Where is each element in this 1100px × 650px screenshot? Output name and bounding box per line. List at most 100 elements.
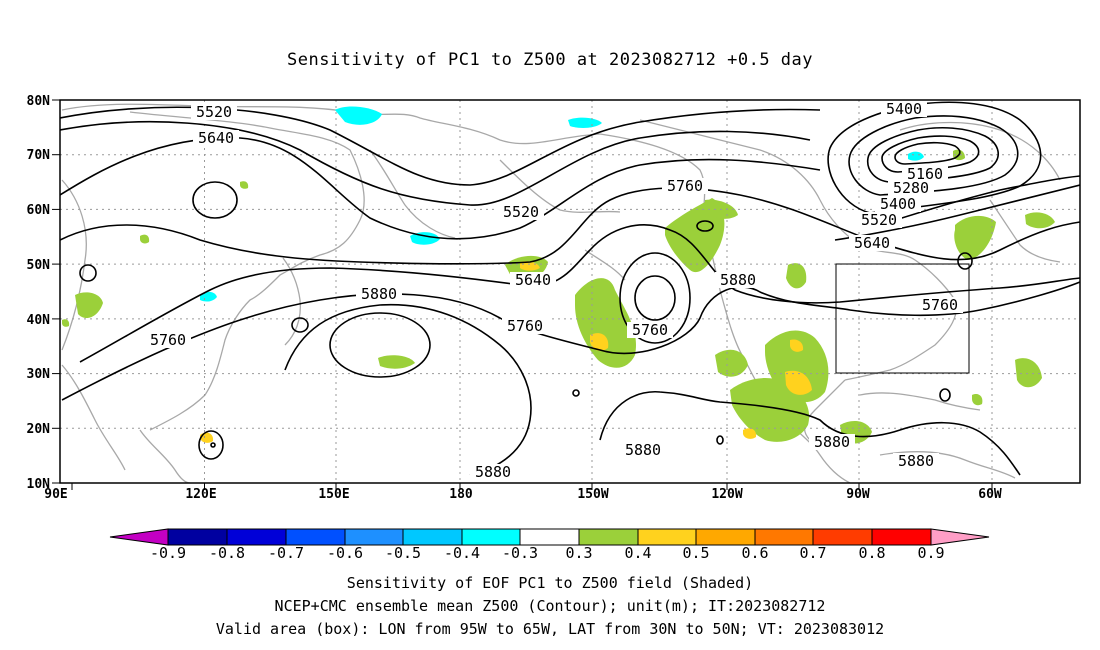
- colorbar-swatch: [226, 528, 287, 546]
- svg-text:5520: 5520: [196, 103, 232, 121]
- svg-text:5880: 5880: [475, 463, 511, 481]
- contour-label: 5640: [193, 129, 239, 147]
- colorbar-swatch: [578, 528, 639, 546]
- colorbar: [109, 528, 990, 546]
- lat-label: 60N: [27, 203, 51, 218]
- contour-label: 5760: [662, 177, 708, 195]
- colorbar-swatch: [344, 528, 404, 546]
- contour-label: 5880: [809, 433, 855, 451]
- colorbar-label: -0.4: [444, 544, 480, 562]
- z500-contours: [60, 101, 1080, 476]
- colorbar-swatch: [871, 528, 932, 546]
- contour-label: 5760: [917, 296, 963, 314]
- chart-title: Sensitivity of PC1 to Z500 at 2023082712…: [286, 50, 813, 70]
- lat-axis: 10N 20N 30N 40N 50N 60N 70N 80N: [27, 94, 60, 492]
- contour-label: 5880: [470, 463, 516, 481]
- contour-label-group: 5520 5640 5520 5760 5400 5160 5280 5400 …: [145, 100, 963, 481]
- svg-text:5760: 5760: [922, 296, 958, 314]
- contour-label: 5760: [145, 331, 191, 349]
- footer-valid-area-caption: Valid area (box): LON from 95W to 65W, L…: [215, 620, 885, 638]
- svg-text:5880: 5880: [814, 433, 850, 451]
- lat-label: 30N: [27, 367, 51, 382]
- colorbar-label: 0.7: [799, 544, 826, 562]
- svg-text:5280: 5280: [893, 179, 929, 197]
- contour-label: 5160: [902, 165, 948, 183]
- colorbar-label: -0.9: [150, 544, 186, 562]
- colorbar-label: 0.6: [741, 544, 768, 562]
- svg-text:5640: 5640: [854, 234, 890, 252]
- lon-label: 180: [449, 487, 473, 502]
- contour-label: 5520: [191, 103, 237, 121]
- colorbar-swatch: [519, 528, 580, 546]
- colorbar-swatch: [637, 528, 697, 546]
- svg-text:5760: 5760: [150, 331, 186, 349]
- colorbar-label: 0.5: [682, 544, 709, 562]
- colorbar-swatch: [754, 528, 814, 546]
- svg-text:5400: 5400: [886, 100, 922, 118]
- colorbar-label: -0.6: [327, 544, 363, 562]
- contour-label: 5880: [620, 441, 666, 459]
- contour-label: 5400: [875, 195, 921, 213]
- lon-axis: 90E 120E 150E 180 150W 120W 90W 60W: [44, 483, 1002, 502]
- svg-text:5640: 5640: [198, 129, 234, 147]
- svg-text:5760: 5760: [507, 317, 543, 335]
- colorbar-label: 0.9: [917, 544, 944, 562]
- svg-text:5760: 5760: [667, 177, 703, 195]
- svg-text:5880: 5880: [625, 441, 661, 459]
- lon-label: 120W: [711, 487, 742, 502]
- contour-label: 5880: [893, 452, 939, 470]
- lon-label: 60W: [978, 487, 1002, 502]
- colorbar-label: -0.7: [268, 544, 304, 562]
- contour-label: 5880: [356, 285, 402, 303]
- lon-label: 150E: [318, 487, 349, 502]
- colorbar-swatch: [812, 528, 873, 546]
- colorbar-label: 0.8: [858, 544, 885, 562]
- lon-label: 120E: [185, 487, 216, 502]
- colorbar-label: -0.8: [209, 544, 245, 562]
- lon-label: 150W: [577, 487, 608, 502]
- contour-label: 5640: [510, 271, 556, 289]
- lat-label: 10N: [27, 477, 51, 492]
- colorbar-swatch: [402, 528, 463, 546]
- svg-text:5160: 5160: [907, 165, 943, 183]
- valid-area-box: [835, 263, 970, 374]
- svg-text:5880: 5880: [720, 271, 756, 289]
- plot-frame: [59, 99, 1081, 484]
- colorbar-max-arrow: [930, 528, 990, 546]
- contour-label: 5880: [715, 271, 761, 289]
- svg-text:5400: 5400: [880, 195, 916, 213]
- lon-label: 90W: [846, 487, 870, 502]
- sensitivity-map: 5520 5640 5520 5760 5400 5160 5280 5400 …: [27, 94, 1081, 562]
- colorbar-swatch: [461, 528, 521, 546]
- footer-shading-caption: Sensitivity of EOF PC1 to Z500 field (Sh…: [346, 574, 754, 592]
- contour-label: 5520: [498, 203, 544, 221]
- contour-label: 5640: [849, 234, 895, 252]
- sensitivity-shading: [62, 106, 1055, 444]
- svg-text:5520: 5520: [503, 203, 539, 221]
- contour-label: 5280: [888, 179, 934, 197]
- contour-label: 5520: [856, 211, 902, 229]
- svg-text:5880: 5880: [361, 285, 397, 303]
- lat-label: 50N: [27, 258, 51, 273]
- lat-label: 40N: [27, 313, 51, 328]
- svg-text:5520: 5520: [861, 211, 897, 229]
- lat-label: 80N: [27, 94, 51, 109]
- svg-text:5880: 5880: [898, 452, 934, 470]
- colorbar-labels: -0.9 -0.8 -0.7 -0.6 -0.5 -0.4 -0.3 0.3 0…: [150, 544, 945, 562]
- colorbar-swatch: [167, 528, 228, 546]
- colorbar-label: 0.3: [565, 544, 592, 562]
- lon-label: 90E: [44, 487, 67, 502]
- contour-label: 5760: [627, 321, 673, 339]
- svg-text:5640: 5640: [515, 271, 551, 289]
- colorbar-swatch: [285, 528, 346, 546]
- footer-contour-caption: NCEP+CMC ensemble mean Z500 (Contour); u…: [274, 597, 826, 615]
- svg-text:5760: 5760: [632, 321, 668, 339]
- colorbar-min-arrow: [109, 528, 169, 546]
- gridlines: [60, 100, 1080, 483]
- contour-label: 5760: [502, 317, 548, 335]
- contour-label: 5400: [881, 100, 927, 118]
- colorbar-label: -0.3: [502, 544, 538, 562]
- colorbar-swatch: [695, 528, 756, 546]
- colorbar-label: -0.5: [385, 544, 421, 562]
- colorbar-label: 0.4: [624, 544, 651, 562]
